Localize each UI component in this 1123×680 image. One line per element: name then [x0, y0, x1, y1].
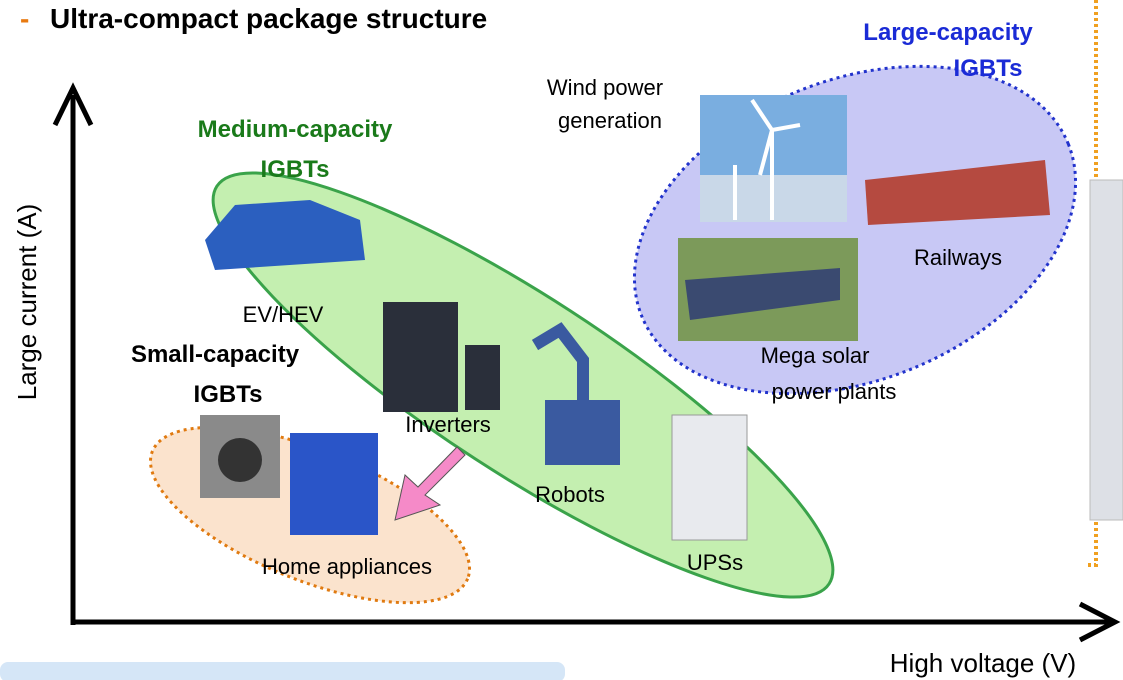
aircon-image — [290, 433, 378, 535]
header-title: Ultra-compact package structure — [50, 3, 487, 34]
line: Wind power — [547, 75, 663, 100]
side-panel — [1090, 180, 1123, 520]
line: power plants — [772, 379, 897, 404]
bottom-panel — [0, 662, 565, 680]
inverter-small-image — [465, 345, 500, 410]
group-label: Small-capacity IGBTs — [131, 341, 300, 408]
line: generation — [558, 108, 662, 133]
app-label: Home appliances — [262, 554, 432, 579]
app-label: Inverters — [405, 412, 491, 437]
line: IGBTs — [954, 55, 1023, 82]
diagram: - Ultra-compact package structure Large … — [0, 0, 1123, 680]
line: IGBTs — [261, 156, 330, 183]
line: Large-capacity — [863, 19, 1033, 46]
bullet: - — [20, 3, 29, 34]
x-axis-label: High voltage (V) — [890, 648, 1076, 678]
app-label: EV/HEV — [243, 302, 324, 327]
app-label: UPSs — [687, 550, 743, 575]
app-label: Railways — [914, 245, 1002, 270]
y-axis-label: Large current (A) — [12, 204, 42, 401]
washer-door — [218, 438, 262, 482]
line: Medium-capacity — [198, 116, 393, 143]
line: IGBTs — [194, 381, 263, 408]
app-label: Robots — [535, 482, 605, 507]
line: Small-capacity — [131, 341, 300, 368]
group-label: Medium-capacity IGBTs — [198, 116, 393, 183]
ups-image — [672, 415, 747, 540]
app-label: Wind power generation — [547, 75, 663, 133]
robot-image — [545, 400, 620, 465]
inverter-image — [383, 302, 458, 412]
line: Mega solar — [761, 343, 870, 368]
shift-arrow — [395, 447, 465, 520]
